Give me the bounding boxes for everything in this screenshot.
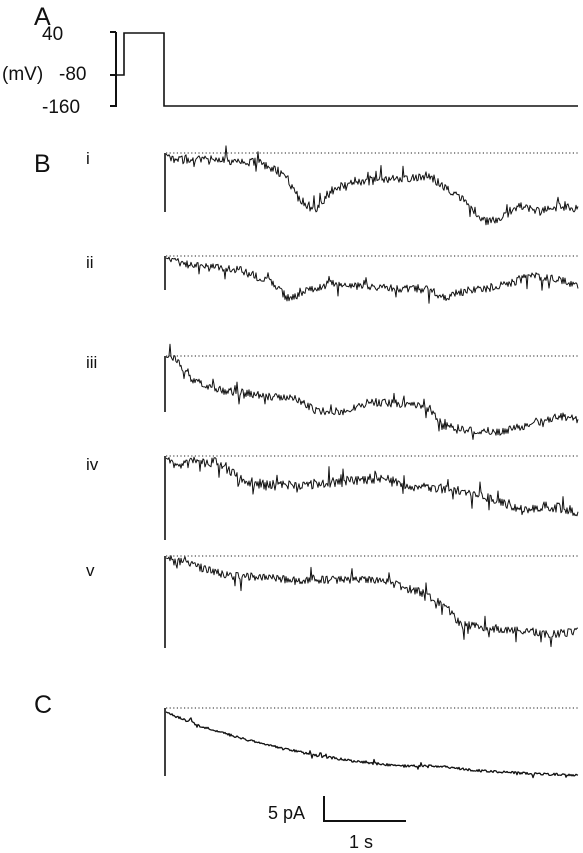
trace-label-i: i (86, 149, 90, 168)
panel-b-letter: B (34, 150, 51, 178)
ensemble-average-current (165, 711, 579, 779)
panel-b: B i ii iii iv v (34, 145, 580, 648)
voltage-protocol-trace (116, 32, 578, 107)
trace-i-current (165, 145, 579, 226)
trace-iv-current (165, 456, 579, 517)
trace-label-ii: ii (86, 253, 94, 272)
scale-bar-lines (323, 796, 406, 822)
panel-a-letter: A (34, 3, 51, 31)
trace-iii-current (165, 343, 579, 440)
trace-label-iv: iv (86, 455, 99, 474)
tick-label-minus-80: -80 (59, 64, 86, 85)
tick-label-40: 40 (42, 24, 63, 45)
trace-label-iii: iii (86, 353, 97, 372)
panel-c-letter: C (34, 691, 52, 719)
panel-c: C (34, 691, 580, 779)
panel-a: A 40 (mV) -80 -160 (2, 3, 578, 118)
trace-label-v: v (86, 561, 95, 580)
trace-v-current (165, 555, 578, 648)
current-scale-label: 5 pA (268, 803, 305, 823)
tick-label-minus-160: -160 (42, 97, 80, 118)
voltage-unit-label: (mV) (2, 64, 43, 85)
time-scale-label: 1 s (349, 832, 373, 852)
trace-ii-current (165, 256, 579, 304)
scale-bar: 5 pA 1 s (268, 796, 406, 852)
